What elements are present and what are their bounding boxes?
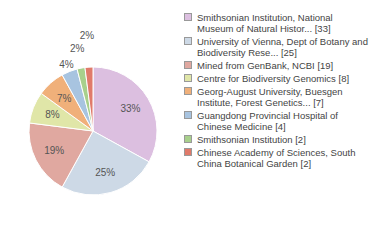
html-text:Smithsonian Institution, Natio: Smithsonian Institution, National Museum…: [197, 12, 333, 34]
svg-text:2%: 2%: [70, 43, 85, 54]
html-text:Smithsonian Institution [2]: Smithsonian Institution [2]: [197, 134, 306, 145]
html-text:Mined from GenBank, NCBI [19]: Mined from GenBank, NCBI [19]: [197, 60, 334, 71]
html-text:Guangdong Provincial Hospital: Guangdong Provincial Hospital of Chinese…: [197, 110, 338, 132]
svg-text:33%: 33%: [120, 103, 140, 114]
svg-text:4%: 4%: [59, 59, 74, 70]
html-text:Georg-August University, Buesg: Georg-August University, Buesgen Institu…: [197, 86, 343, 108]
svg-text:8%: 8%: [45, 109, 60, 120]
svg-text:7%: 7%: [57, 93, 72, 104]
html-text:Chinese Academy of Sciences, S: Chinese Academy of Sciences, South China…: [197, 147, 356, 169]
svg-text:2%: 2%: [80, 30, 95, 41]
html-text:University of Vienna, Dept of: University of Vienna, Dept of Botany and…: [197, 36, 368, 58]
html-text:Centre for Biodiversity Genomi: Centre for Biodiversity Genomics [8]: [197, 73, 350, 84]
svg-text:19%: 19%: [44, 145, 64, 156]
svg-text:25%: 25%: [95, 167, 115, 178]
